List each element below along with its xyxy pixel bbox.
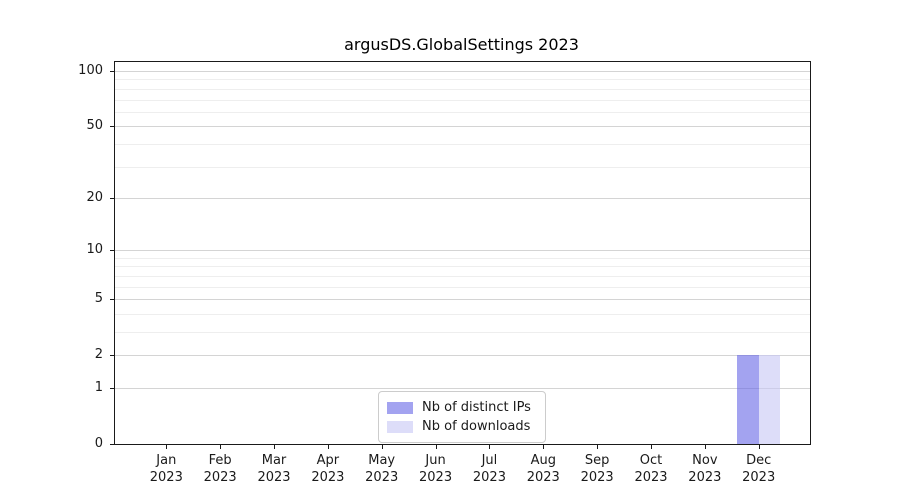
x-axis-tick [704,445,706,449]
x-tick-label: Sep 2023 [580,453,614,485]
x-tick-label: Dec 2023 [742,453,776,485]
gridline-minor [115,275,810,277]
x-axis-tick [597,445,599,449]
y-tick-label: 5 [94,291,103,307]
gridline-major [115,299,810,301]
gridline-minor [115,266,810,268]
y-tick-label: 2 [94,347,103,363]
x-axis-tick [220,445,222,449]
x-axis-tick [381,445,383,449]
gridline-minor [115,99,810,101]
legend-label-distinct-ips: Nb of distinct IPs [422,400,531,415]
y-axis-tick [110,71,114,73]
chart-title: argusDS.GlobalSettings 2023 [344,35,579,54]
y-axis-tick [110,444,114,445]
gridline-major [115,355,810,357]
gridline-minor [115,166,810,168]
y-axis-tick [110,355,114,357]
gridline-major [115,197,810,199]
legend-item-downloads: Nb of downloads [387,417,537,436]
y-tick-label: 100 [78,63,103,79]
x-axis-tick [543,445,545,449]
x-tick-label: Nov 2023 [688,453,722,485]
gridline-minor [115,79,810,81]
x-tick-label: May 2023 [365,453,399,485]
x-axis-tick [489,445,491,449]
x-axis-tick [435,445,437,449]
gridline-minor [115,111,810,113]
y-axis-tick [110,299,114,301]
gridline-minor [115,88,810,90]
y-axis-tick [110,250,114,252]
gridline-minor [115,286,810,288]
legend-label-downloads: Nb of downloads [422,419,531,434]
x-axis-tick [758,445,760,449]
gridline-minor [115,257,810,259]
x-tick-label: Mar 2023 [257,453,291,485]
x-axis-tick [166,445,168,449]
y-tick-label: 10 [86,242,103,258]
gridline-minor [115,331,810,333]
x-tick-label: Apr 2023 [311,453,345,485]
y-tick-label: 0 [94,436,103,451]
y-axis-tick [110,197,114,199]
bar-distinct-ips [737,355,759,444]
x-axis-tick [327,445,329,449]
x-axis-tick [274,445,275,449]
legend-item-distinct-ips: Nb of distinct IPs [387,398,537,417]
y-axis-tick [110,387,114,389]
x-tick-label: Oct 2023 [634,453,668,485]
legend: Nb of distinct IPs Nb of downloads [378,391,546,443]
x-tick-label: Feb 2023 [203,453,237,485]
x-tick-label: Jul 2023 [472,453,506,485]
gridline-minor [115,313,810,315]
x-tick-label: Aug 2023 [526,453,560,485]
legend-swatch-downloads-icon [387,420,413,433]
gridline-major [115,387,810,389]
x-axis-tick [650,445,652,449]
y-axis-tick [110,126,114,128]
gridline-major [115,250,810,252]
plot-area: Nb of distinct IPs Nb of downloads 0 1 2 5 1… [78,61,811,485]
y-tick-label: 20 [86,189,103,205]
legend-swatch-distinct-ips-icon [387,401,413,414]
bar-downloads [758,355,781,444]
x-tick-label: Jan 2023 [149,453,183,485]
gridline-minor [115,143,810,145]
x-tick-label: Jun 2023 [419,453,453,485]
y-tick-label: 50 [86,118,103,134]
y-tick-label: 1 [94,379,103,395]
gridline-major [115,71,810,73]
gridline-major [115,126,810,128]
